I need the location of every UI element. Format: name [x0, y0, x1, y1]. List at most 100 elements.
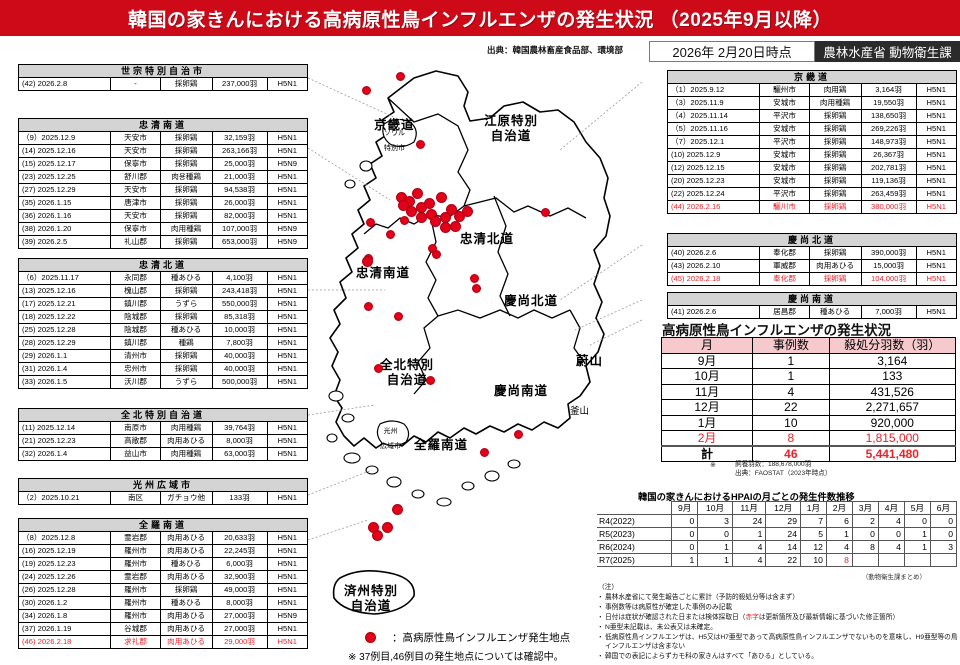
cell-subtype: H5N1 [266, 635, 309, 649]
map-label-jeju: 済州特別 自治道 [344, 584, 399, 613]
cell-subtype: H5N1 [915, 174, 958, 188]
cell-culled-count: 390,000羽 [860, 246, 917, 260]
summary-month: 12月 [660, 399, 754, 416]
cell-poultry-type: 採卵鶏 [159, 362, 213, 376]
cell-subtype: H5N1 [915, 272, 958, 286]
cell-city: 居昌郡 [759, 305, 810, 319]
map-label-jeonnam: 全羅南道 [414, 438, 469, 452]
outbreak-dot [470, 274, 479, 283]
trend-year-label: R4(2022) [597, 514, 673, 528]
outbreak-dot [446, 204, 457, 215]
summary-culled: 3,164 [828, 352, 957, 369]
table-row: (11) 2025.12.14 南原市 肉用種鶏 39,764羽 H5N1 [17, 421, 309, 435]
trend-value-cell: 1 [697, 553, 733, 567]
source-note: 出典：韓国農林畜産食品部、環境部 [487, 45, 624, 55]
cell-city: 鎮川郡 [110, 336, 161, 350]
cell-subtype: H5N1 [915, 83, 958, 97]
cell-city: 平沢市 [759, 135, 810, 149]
notes-block: （注） 農林水産省にて発生報告ごとに累計（予防的殺処分等は含まず）事例数等は病原… [597, 583, 960, 662]
cell-case-no: （8）2025.12.8 [17, 531, 112, 545]
outbreak-dot [480, 448, 489, 457]
cell-culled-count: 26,000羽 [211, 196, 268, 210]
trend-row: R4(2022) 0 3 24 29 7 6 2 4 0 0 [597, 514, 958, 528]
region-case-table: 光州広域市 （2）2025.10.21 南区 ガチョウ他 133羽 H5N1 [17, 478, 309, 505]
trend-value-cell: 24 [731, 514, 767, 528]
cell-city: 天安市 [110, 183, 161, 197]
cell-subtype: H5N1 [266, 336, 309, 350]
table-row: (16) 2025.12.19 羅州市 肉用あひる 22,245羽 H5N1 [17, 544, 309, 558]
cell-city: 清州市 [110, 349, 161, 363]
summary-header-row: 月 事例数 殺処分羽数（羽） [660, 337, 957, 354]
outbreak-dot [366, 218, 375, 227]
cell-city: 保寧市 [110, 222, 161, 236]
outbreak-dot [430, 216, 441, 227]
cell-culled-count: 148,973羽 [860, 135, 917, 149]
footnote-line-1: 飼養羽数：188,678,000羽 [735, 461, 812, 468]
map-label-ulsan: 蔚山 [576, 354, 604, 368]
table-row: (45) 2026.2.18 奉化郡 採卵鶏 104,000羽 H5N1 [666, 272, 958, 286]
table-row: （5）2025.11.16 安城市 採卵鶏 269,226羽 H5N1 [666, 122, 958, 136]
cell-city: 羅州市 [110, 544, 161, 558]
cell-case-no: (39) 2026.2.5 [17, 235, 112, 249]
summary-culled: 2,271,657 [828, 399, 957, 416]
cell-city: 保寧市 [110, 157, 161, 171]
cell-poultry-type: 採卵鶏 [808, 200, 862, 214]
cell-case-no: (35) 2026.1.15 [17, 196, 112, 210]
trend-value-cell: 4 [731, 553, 767, 567]
cell-case-no: (28) 2025.12.29 [17, 336, 112, 350]
cell-subtype: H5N1 [266, 144, 309, 158]
table-row: (30) 2026.1.2 羅州市 種あひる 8,000羽 H5N1 [17, 596, 309, 610]
table-row: （7）2025.12.1 平沢市 採卵鶏 148,973羽 H5N1 [666, 135, 958, 149]
cell-case-no: （6）2025.11.17 [17, 271, 112, 285]
cell-case-no: （2）2025.10.21 [17, 491, 112, 505]
outbreak-dot [426, 376, 435, 385]
map-label-seoul: ソウル 特別市 [384, 130, 405, 152]
cell-poultry-type: 採卵鶏 [159, 209, 213, 223]
table-row: （4）2025.11.14 平沢市 採卵鶏 138,650羽 H5N1 [666, 109, 958, 123]
footnote-mark: ※ [710, 462, 716, 469]
table-row: (14) 2025.12.16 天安市 採卵鶏 263,166羽 H5N1 [17, 144, 309, 158]
cell-case-no: （4）2025.11.14 [666, 109, 761, 123]
cell-poultry-type: 採卵鶏 [159, 77, 213, 91]
cell-subtype: H5N1 [915, 246, 958, 260]
cell-case-no: (20) 2025.12.23 [666, 174, 761, 188]
summary-col-month: 月 [660, 337, 754, 354]
cell-case-no: (36) 2026.1.16 [17, 209, 112, 223]
cell-case-no: (31) 2026.1.4 [17, 362, 112, 376]
trend-row: R5(2023) 0 0 1 24 5 1 0 0 1 0 [597, 527, 958, 541]
outbreak-dot [382, 522, 393, 533]
cell-subtype: H5N1 [266, 77, 309, 91]
summary-cases: 1 [752, 352, 830, 369]
table-row: (34) 2026.1.8 羅州市 肉用あひる 27,000羽 H5N9 [17, 609, 309, 623]
trend-value-cell: 4 [825, 540, 853, 554]
cell-subtype: H5N1 [266, 183, 309, 197]
cell-culled-count: 550,000羽 [211, 297, 268, 311]
outbreak-dot [398, 200, 409, 211]
outbreak-dot [396, 72, 405, 81]
cell-case-no: (13) 2025.12.16 [17, 284, 112, 298]
summary-culled: 920,000 [828, 414, 957, 431]
cell-poultry-type: 肉用あひる [159, 434, 213, 448]
cell-subtype: H5N1 [266, 622, 309, 636]
cell-poultry-type: 種鶏 [159, 336, 213, 350]
agency-label: 農林水産省 動物衛生課 [815, 41, 960, 62]
region-case-table: 忠清北道 （6）2025.11.17 永同郡 種あひる 4,100羽 H5N1 (13) 2… [17, 258, 309, 389]
region-case-table: 慶尚北道 (40) 2026.2.6 奉化郡 採卵鶏 390,000羽 H5N1 (43) … [666, 233, 958, 286]
cell-city: 南区 [110, 491, 161, 505]
cell-culled-count: 500,000羽 [211, 375, 268, 389]
cell-poultry-type: 肉用あひる [159, 635, 213, 649]
cell-culled-count: 19,550羽 [860, 96, 917, 110]
trend-value-cell: 0 [697, 527, 733, 541]
table-row: (15) 2025.12.17 保寧市 採卵鶏 25,000羽 H5N9 [17, 157, 309, 171]
trend-value-cell: 12 [799, 540, 827, 554]
map-label-busan: 釜山 [570, 406, 590, 417]
cell-poultry-type: 採卵鶏 [808, 161, 862, 175]
cell-city: 礼山郡 [110, 235, 161, 249]
cell-poultry-type: うずら [159, 297, 213, 311]
cell-poultry-type: 採卵鶏 [159, 144, 213, 158]
cell-case-no: (27) 2025.12.29 [17, 183, 112, 197]
cell-subtype: H5N1 [266, 421, 309, 435]
trend-credit: （動物衛生課まとめ） [862, 574, 926, 581]
cell-poultry-type: 採卵鶏 [159, 310, 213, 324]
cell-culled-count: 8,000羽 [211, 596, 268, 610]
